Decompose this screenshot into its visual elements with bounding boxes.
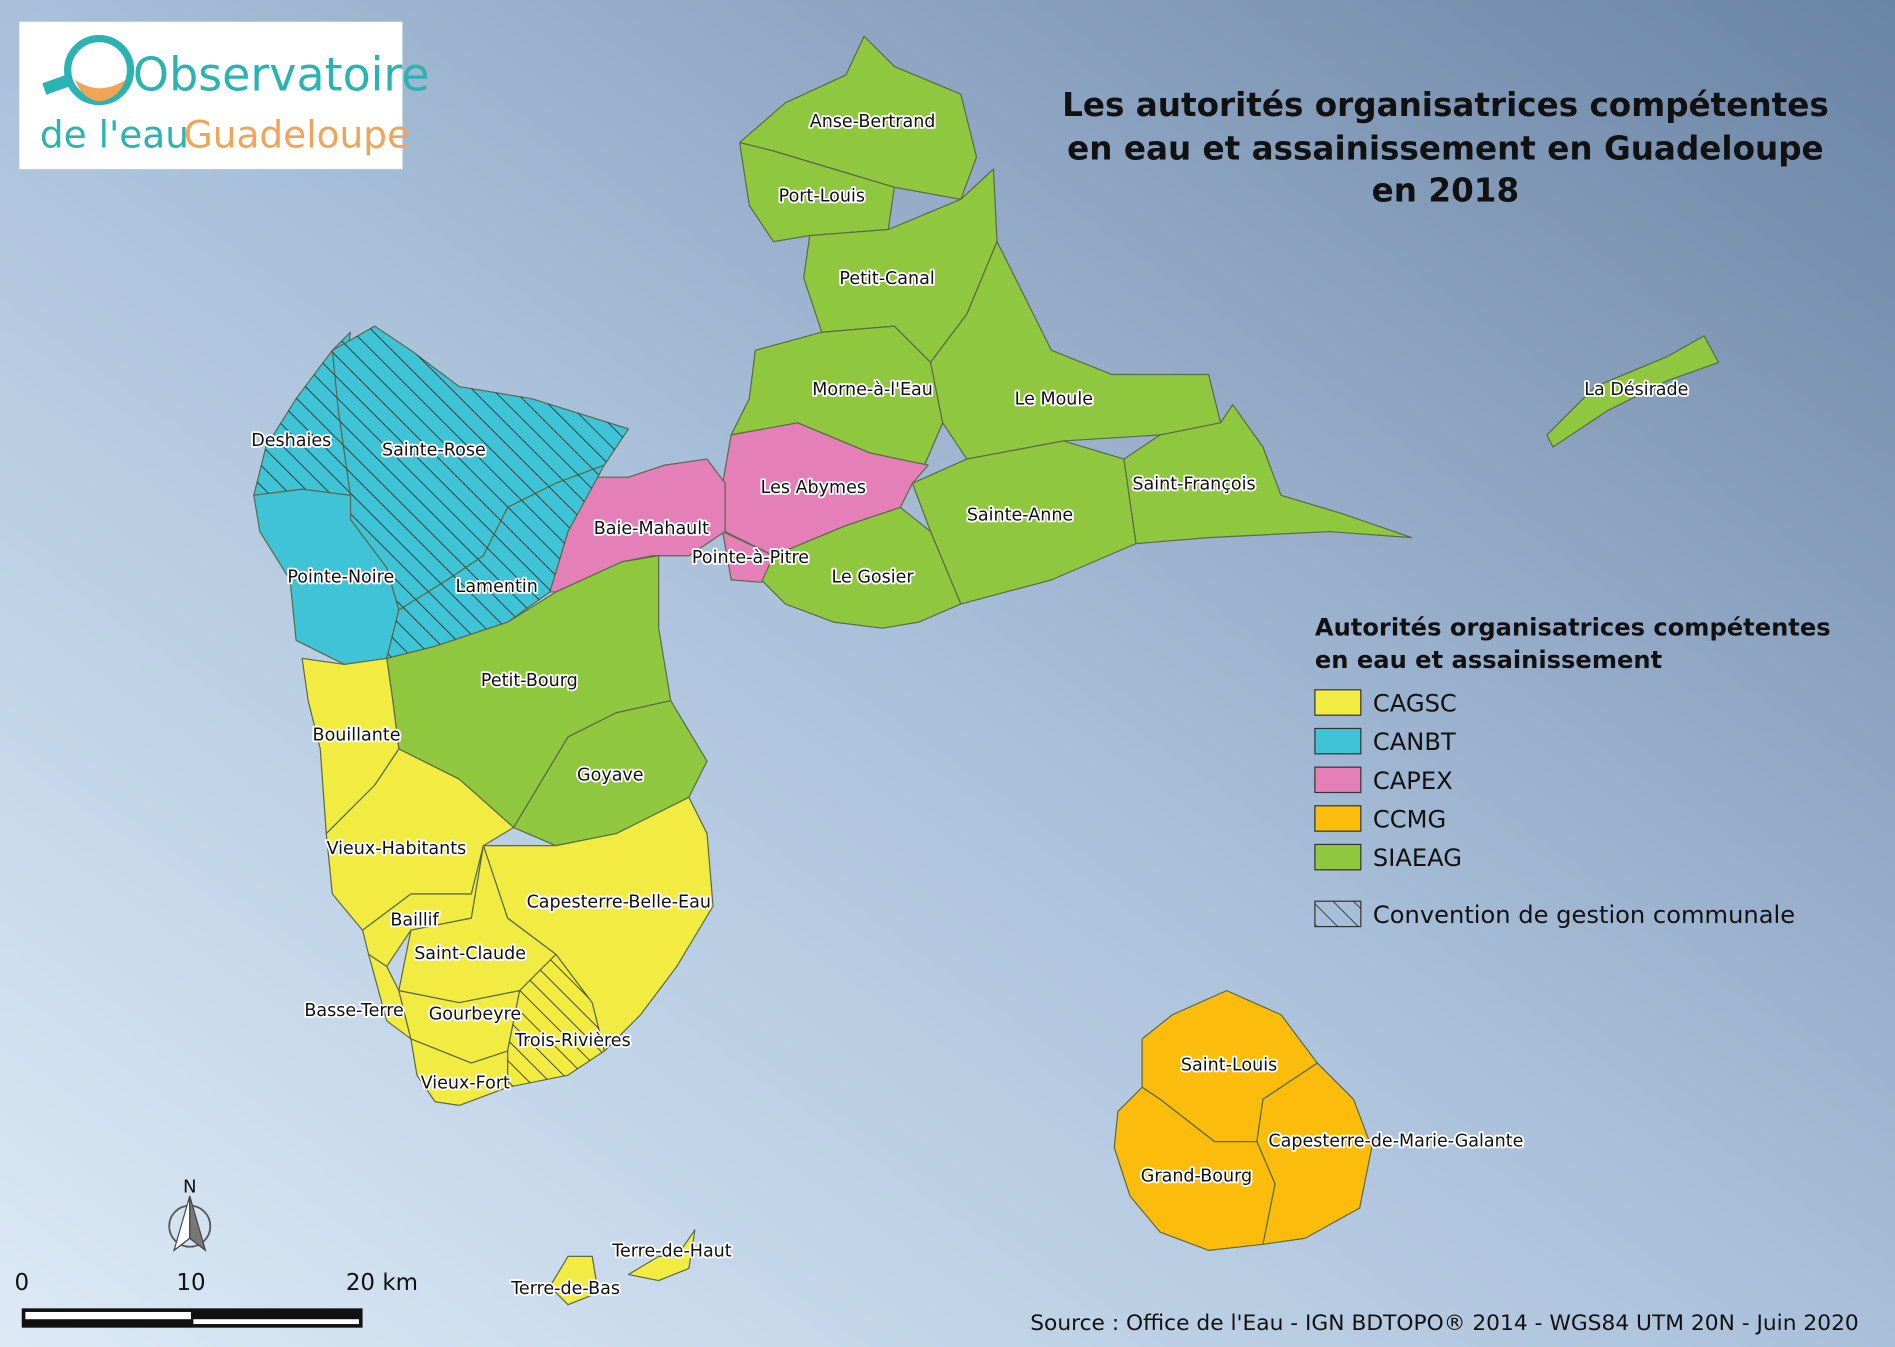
north-arrow-icon: N [168,1176,212,1252]
commune-label: Capesterre-de-Marie-Galante [1268,1131,1523,1151]
commune-label: Trois-Rivières [514,1031,631,1051]
commune-label: Vieux-Habitants [327,839,467,859]
commune-label: Petit-Bourg [481,671,578,691]
commune-labels: Anse-Bertrand Port-Louis Petit-Canal Mor… [249,110,1690,1301]
commune-label: Le Gosier [832,567,915,587]
title-line-3: en 2018 [1372,172,1519,210]
legend-swatch-cagsc [1314,689,1362,716]
logo: Observatoire de l'eau Guadeloupe [19,21,430,170]
svg-text:20 km: 20 km [346,1270,418,1296]
legend-title-2: en eau et assainissement [1315,646,1662,674]
commune-label: Les Abymes [761,478,866,498]
legend-swatch-canbt [1314,727,1362,755]
svg-text:10: 10 [176,1270,205,1296]
svg-text:N: N [183,1176,197,1197]
communes [253,35,1720,1306]
commune-label: Bouillante [313,726,401,746]
legend: Autorités organisatrices compétentes en … [1314,613,1831,929]
commune-label: Sainte-Rose [382,440,486,460]
commune-pointe-a-pitre[interactable] [722,530,775,583]
commune-label: Anse-Bertrand [810,112,936,132]
commune-label: La Désirade [1584,380,1688,400]
commune-label: Gourbeyre [429,1005,521,1025]
source-text: Source : Office de l'Eau - IGN BDTOPO® 2… [1030,1311,1858,1336]
legend-swatch-ccmg [1314,805,1362,832]
legend-swatch-capex [1314,766,1362,794]
commune-terre-de-bas[interactable] [549,1255,599,1306]
logo-guadeloupe: Guadeloupe [184,112,410,156]
legend-label: SIAEAG [1373,844,1462,872]
legend-swatch-hatch [1314,900,1362,928]
svg-text:0: 0 [14,1270,29,1296]
commune-label: Port-Louis [779,187,865,207]
commune-label: Sainte-Anne [967,506,1073,526]
commune-vieux-fort[interactable] [410,1038,509,1106]
legend-title-1: Autorités organisatrices compétentes [1315,613,1831,641]
logo-observatoire: Observatoire [133,48,430,102]
commune-label: Morne-à-l'Eau [812,380,933,400]
title-line-2: en eau et assainissement en Guadeloupe [1067,129,1824,167]
commune-le-gosier[interactable] [760,506,962,629]
commune-label: Le Moule [1015,390,1093,410]
commune-label: Basse-Terre [304,1001,404,1021]
commune-label: Pointe-à-Pitre [692,548,809,568]
commune-label: Petit-Canal [839,269,934,289]
legend-swatch-siaeag [1314,843,1362,871]
commune-label: Grand-Bourg [1141,1166,1252,1186]
commune-label: Baillif [390,910,439,930]
commune-label: Deshaies [251,431,331,451]
logo-de-leau: de l'eau [40,112,189,156]
commune-label: Lamentin [456,577,538,597]
commune-label: Baie-Mahault [594,519,709,539]
commune-saint-francois[interactable] [1123,404,1413,545]
legend-label: CAPEX [1373,767,1453,795]
commune-label: Terre-de-Bas [510,1279,620,1299]
commune-label: Capesterre-Belle-Eau [527,892,711,912]
commune-label: Saint-Claude [414,944,526,964]
commune-label: Saint-Louis [1181,1055,1277,1075]
commune-la-desirade[interactable] [1546,335,1720,448]
commune-grand-bourg[interactable] [1113,1086,1276,1251]
scale-bar: 0 10 20 km [14,1270,418,1328]
commune-le-moule[interactable] [929,241,1222,460]
legend-label: CCMG [1373,806,1446,834]
legend-label: Convention de gestion communale [1373,901,1795,929]
legend-label: CAGSC [1373,690,1457,718]
title-line-1: Les autorités organisatrices compétentes [1062,86,1829,124]
commune-label: Saint-François [1132,474,1255,494]
commune-label: Pointe-Noire [287,567,394,587]
commune-terre-de-haut[interactable] [627,1229,696,1282]
commune-label: Terre-de-Haut [611,1241,732,1261]
commune-label: Goyave [577,765,644,785]
commune-label: Vieux-Fort [421,1073,510,1093]
legend-label: CANBT [1373,728,1456,756]
